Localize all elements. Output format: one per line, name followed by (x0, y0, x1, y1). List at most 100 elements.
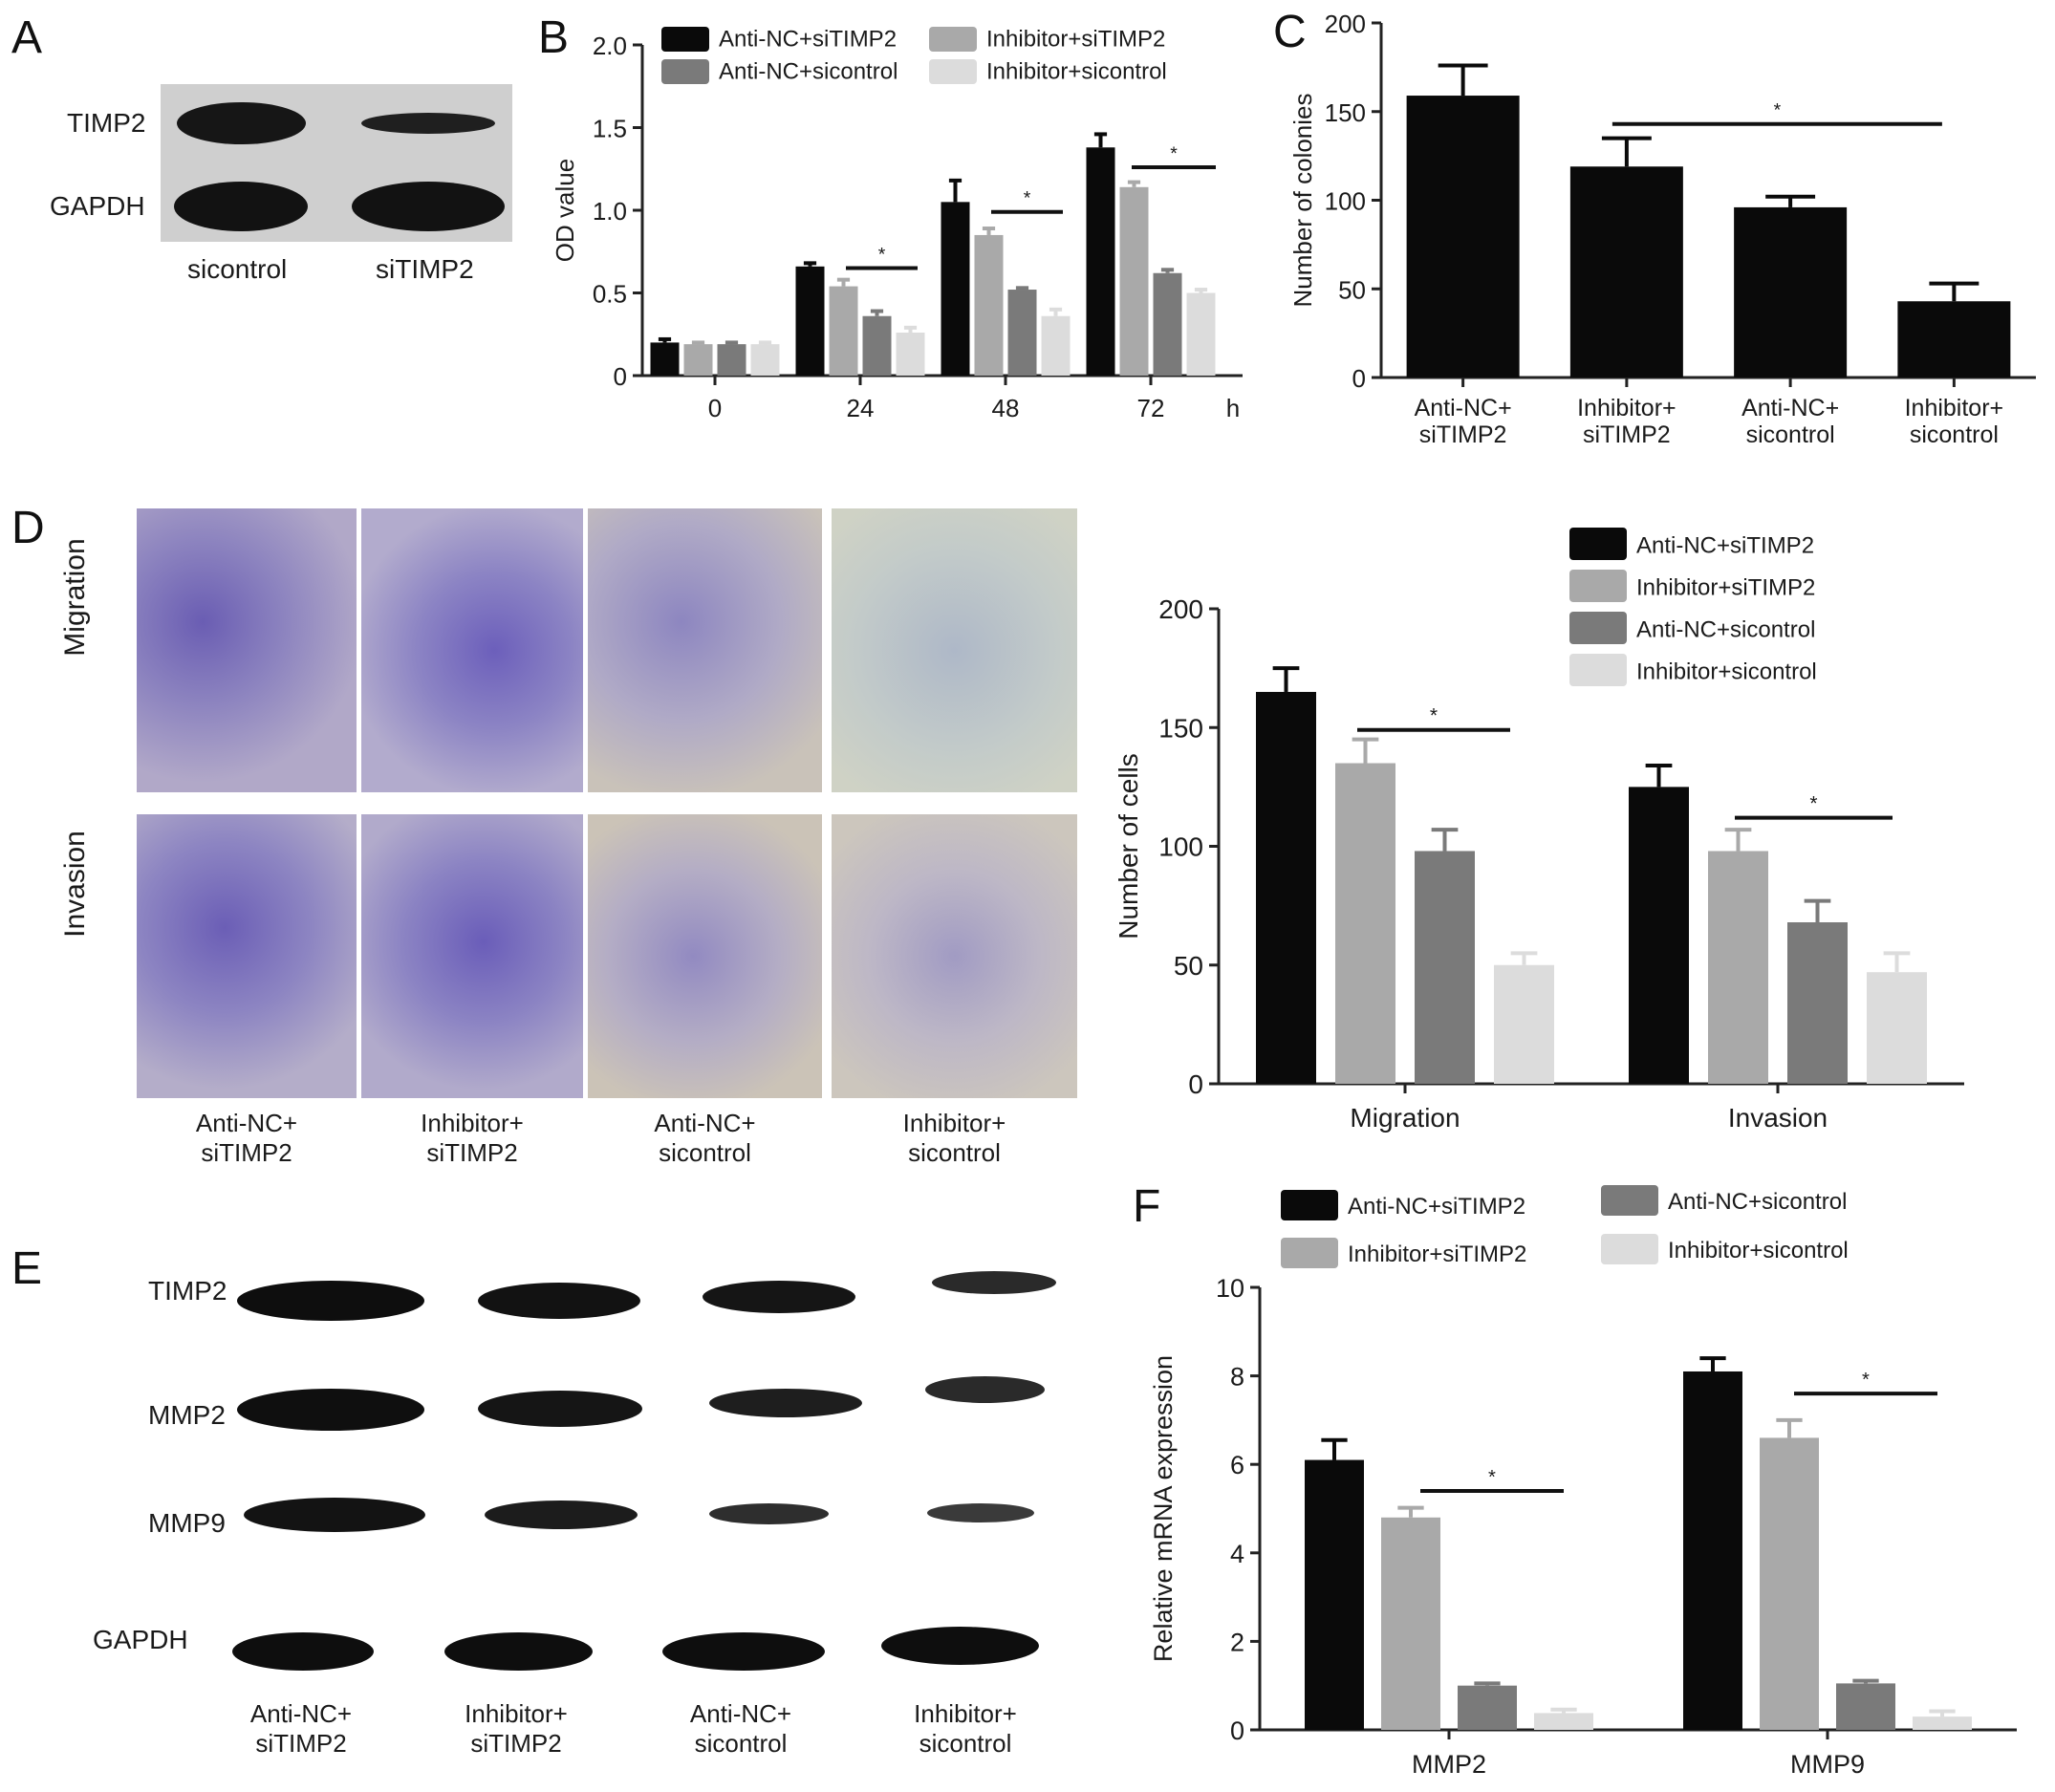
bar-inhibitor-sicontrol-3 (1186, 292, 1216, 376)
band-gapdh-sicontrol (174, 182, 308, 231)
x-axis-unit: h (1226, 394, 1240, 422)
bar-value-2 (1734, 206, 1848, 378)
legend-label: Anti-NC+sicontrol (719, 58, 898, 84)
y-axis-label: Relative mRNA expression (1149, 1355, 1178, 1662)
y-tick-label: 1.0 (593, 197, 627, 226)
bar-inhibitor-sitimp2-1 (1708, 851, 1768, 1084)
legend-swatch (1569, 570, 1627, 602)
col-label-4: Inhibitor+ sicontrol (832, 1109, 1077, 1168)
y-tick-label: 0 (614, 362, 627, 391)
legend-label: Inhibitor+sicontrol (986, 58, 1167, 84)
legend-label: Inhibitor+sicontrol (1636, 659, 1817, 685)
bar-value-3 (1897, 301, 2011, 378)
y-tick-label: 200 (1158, 594, 1203, 624)
micrograph-invasion-anti-nc-sicontrol (588, 814, 822, 1098)
legend-label: Anti-NC+sicontrol (1636, 617, 1815, 643)
y-tick-label: 6 (1230, 1451, 1244, 1479)
bar-inhibitor-sicontrol-0 (1494, 964, 1554, 1084)
band-timp2-sicontrol (177, 102, 306, 144)
e-lane-label-1-line1: Anti-NC+ (249, 1699, 353, 1728)
band-label-timp2: TIMP2 (67, 108, 146, 138)
bar-anti-nc-sitimp2-1 (1629, 787, 1689, 1084)
legend-label: Anti-NC+siTIMP2 (719, 26, 897, 52)
legend-swatch (1569, 528, 1627, 560)
e-lane-label-2-line1: Inhibitor+ (465, 1699, 568, 1728)
y-tick-label: 50 (1174, 951, 1203, 981)
x-tick-label: 48 (992, 394, 1020, 422)
e-band-timp2-3 (703, 1281, 855, 1313)
significance-star: * (1488, 1467, 1496, 1488)
y-tick-label: 4 (1230, 1540, 1244, 1568)
legend-label: Inhibitor+sicontrol (1668, 1238, 1849, 1263)
legend-swatch (1601, 1185, 1658, 1216)
col-label-2-line1: Inhibitor+ (421, 1109, 524, 1137)
y-axis-label: OD value (551, 159, 579, 262)
e-band-label-gapdh: GAPDH (93, 1625, 188, 1654)
x-tick-label: siTIMP2 (1419, 421, 1507, 448)
chart-b-od-value: 0 0.5 1.0 1.5 2.0 OD value 0 24 48 72 h * * * Anti-NC+… (551, 26, 1243, 422)
bar-inhibitor-sicontrol-0 (1534, 1713, 1593, 1730)
significance-star: * (878, 245, 886, 266)
bar-inhibitor-sicontrol-1 (1867, 972, 1927, 1084)
col-label-2-line2: siTIMP2 (426, 1138, 518, 1167)
row-label-migration: Migration (59, 538, 91, 657)
bar-anti-nc-sicontrol-0 (1415, 851, 1475, 1084)
y-tick-label: 0.5 (593, 280, 627, 309)
e-lane-label-2-line2: siTIMP2 (470, 1729, 562, 1758)
x-tick-label: Inhibitor+ (1905, 395, 2004, 421)
e-lane-label-1-line2: siTIMP2 (255, 1729, 347, 1758)
legend-swatch (1281, 1238, 1338, 1268)
y-tick-label: 2 (1230, 1628, 1244, 1656)
y-axis-label: Number of cells (1114, 753, 1143, 939)
significance-star: * (1430, 705, 1438, 727)
e-lane-label-4-line2: sicontrol (919, 1729, 1012, 1758)
e-lane-label-3-line1: Anti-NC+ (689, 1699, 792, 1728)
legend-label: Anti-NC+siTIMP2 (1348, 1194, 1525, 1220)
micrograph-migration-anti-nc-sitimp2 (137, 508, 357, 792)
y-tick-label: 0 (1230, 1716, 1244, 1745)
panel-label-c: C (1273, 7, 1307, 57)
e-band-label-mmp2: MMP2 (148, 1400, 226, 1430)
bar-inhibitor-sitimp2-0 (1381, 1517, 1440, 1730)
e-band-mmp2-1 (237, 1389, 424, 1431)
col-label-2: Inhibitor+ siTIMP2 (361, 1109, 583, 1168)
bar-anti-nc-sicontrol-2 (1007, 290, 1037, 376)
e-band-label-mmp9: MMP9 (148, 1508, 226, 1538)
col-label-1-line1: Anti-NC+ (195, 1109, 298, 1137)
y-tick-label: 0 (1352, 364, 1366, 393)
legend-label: Anti-NC+siTIMP2 (1636, 533, 1814, 559)
e-band-gapdh-4 (881, 1627, 1039, 1665)
e-lane-label-4: Inhibitor+ sicontrol (875, 1699, 1056, 1759)
bar-inhibitor-sitimp2-1 (1760, 1437, 1819, 1730)
y-tick-label: 2.0 (593, 32, 627, 60)
bar-inhibitor-sitimp2-0 (1335, 763, 1395, 1084)
legend-label: Anti-NC+sicontrol (1668, 1189, 1847, 1215)
lane-label-sicontrol: sicontrol (187, 254, 288, 284)
e-band-timp2-1 (237, 1281, 424, 1321)
legend-label: Inhibitor+siTIMP2 (1636, 575, 1815, 601)
significance-star: * (1024, 188, 1031, 209)
bar-anti-nc-sicontrol-1 (862, 315, 892, 376)
y-tick-label: 100 (1325, 187, 1366, 216)
x-tick-label: siTIMP2 (1583, 421, 1671, 448)
x-tick-label: Inhibitor+ (1577, 395, 1676, 421)
e-band-mmp2-3 (709, 1389, 862, 1417)
col-label-4-line2: sicontrol (908, 1138, 1001, 1167)
panel-label-f: F (1133, 1181, 1161, 1232)
bar-inhibitor-sicontrol-1 (896, 333, 925, 376)
e-band-mmp9-4 (927, 1503, 1034, 1522)
panel-label-a: A (11, 12, 43, 63)
e-band-mmp2-4 (925, 1376, 1045, 1403)
col-label-3-line1: Anti-NC+ (654, 1109, 756, 1137)
col-label-4-line1: Inhibitor+ (902, 1109, 1006, 1137)
micrograph-migration-inhibitor-sitimp2 (361, 508, 583, 792)
significance-star: * (1862, 1370, 1870, 1391)
row-label-invasion: Invasion (59, 831, 91, 938)
y-tick-label: 10 (1216, 1274, 1244, 1303)
e-lane-label-3: Anti-NC+ sicontrol (650, 1699, 832, 1759)
e-band-label-timp2: TIMP2 (148, 1276, 227, 1306)
bar-anti-nc-sitimp2-1 (1683, 1371, 1742, 1730)
chart-f-mrna: 0 2 4 6 8 10 Relative mRNA expression MMP2 MMP9 *… (1149, 1185, 2017, 1779)
legend-swatch (1569, 612, 1627, 644)
